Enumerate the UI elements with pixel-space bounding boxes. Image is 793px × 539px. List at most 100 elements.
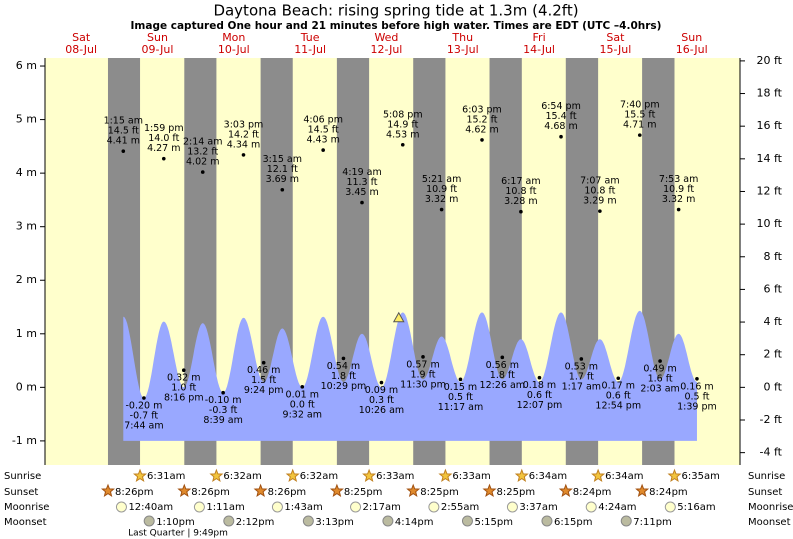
moonrise-icon [271,501,283,513]
y2-tick-label: 4 ft [764,315,783,328]
tide-label: 0.3 ft [369,395,394,406]
tide-label: 1.5 ft [251,375,276,386]
tide-label: 0.01 m [286,389,319,400]
sunset-icon [101,483,115,498]
y2-tick-label: 14 ft [757,152,783,165]
moonset-time: 3:13pm [315,517,354,528]
tide-label: 9:24 pm [244,385,284,396]
tide-label: 8:39 am [203,415,242,426]
tide-label: 0.0 ft [290,399,315,410]
day-name: Fri [533,31,546,44]
tide-point [579,357,584,361]
y2-tick-label: 0 ft [764,380,783,393]
tide-point [181,368,186,373]
tide-label: 4.68 m [544,121,577,132]
day-date: 13-Jul [447,43,479,56]
moonrise-icon [115,501,127,513]
day-date: 08-Jul [65,43,97,56]
row-label: Moonrise [4,502,49,513]
sunset-icon [329,483,344,498]
y2-tick-label: 12 ft [757,184,783,197]
tide-label: 3.45 m [345,187,378,198]
tide-label: 8:16 pm [164,393,204,404]
tide-label: 0.6 ft [606,391,631,402]
moonrise-icon [428,501,440,513]
tide-label: 7:53 am [659,174,698,185]
sunrise-icon [285,468,300,483]
tide-label: 4.62 m [465,124,498,135]
y2-tick-label: -2 ft [760,413,783,426]
moonrise-time: 1:11am [206,502,244,513]
sunset-time: 8:24pm [649,487,688,498]
y-tick-label: 6 m [16,59,37,72]
moonrise-time: 1:43am [284,502,322,513]
moonrise-icon [664,501,676,513]
tide-label: -0.20 m [125,401,162,412]
tide-label: 1:15 am [104,116,143,127]
y2-tick-label: 8 ft [764,250,783,263]
tide-label: 10:29 pm [321,381,367,392]
tide-label: 10.8 ft [505,186,536,197]
sunrise-time: 6:32am [223,471,261,482]
tide-label: 12:54 pm [595,401,641,412]
tide-label: 12:07 pm [517,400,563,411]
sunrise-icon [132,468,147,483]
day-date: 10-Jul [218,43,250,56]
tide-point [480,138,484,142]
tide-label: 13.2 ft [187,147,218,158]
tide-label: 11:17 am [438,402,483,413]
sunrise-icon [514,468,529,483]
now-marker [392,311,405,323]
day-date: 15-Jul [599,43,631,56]
y-tick-label: 0 m [16,380,37,393]
tide-label: 3:15 am [263,154,302,165]
moonrise-time: 3:37am [519,502,557,513]
chart-title: Daytona Beach: rising spring tide at 1.3… [213,2,578,20]
moonset-time: 4:14pm [395,517,434,528]
tide-label: 1.8 ft [331,371,356,382]
y-tick-label: -1 m [12,434,37,447]
row-label: Moonrise [748,502,793,513]
tide-label: 4.43 m [306,135,339,146]
sunset-icon [406,483,421,498]
moonrise-time: 5:16am [677,502,715,513]
sunrise-time: 6:33am [376,471,414,482]
tide-point [559,134,563,139]
moonset-time: 1:10pm [156,517,195,528]
sunset-icon [558,483,573,498]
tide-label: 5:08 pm [383,109,423,120]
sunrise-icon [209,468,224,483]
sunrise-icon [362,468,377,483]
y-tick-label: 2 m [16,273,37,286]
moon-phase: Last Quarter | 9:49pm [128,529,228,539]
tide-label: 7:40 pm [620,100,660,111]
day-date: 14-Jul [523,43,555,56]
tide-label: 2:03 am [640,384,679,395]
tide-point [658,359,662,363]
tide-point [500,355,505,360]
sunrise-time: 6:34am [529,471,567,482]
y-tick-label: 1 m [16,327,37,340]
tide-point [241,153,246,157]
y2-tick-label: 18 ft [757,87,783,100]
tide-label: 0.46 m [247,365,280,376]
day-date: 12-Jul [371,43,403,56]
sunrise-icon [591,468,606,483]
row-label: Moonset [748,517,791,528]
tide-label: 3.32 m [662,194,695,205]
tide-point [598,209,602,213]
moonrise-icon [506,501,518,513]
tide-label: 3.69 m [266,174,299,185]
tide-label: 4.53 m [386,129,419,140]
moonset-icon [382,515,394,527]
y-tick-label: 4 m [16,166,37,179]
tide-label: 15.5 ft [624,110,655,121]
day-date: 09-Jul [142,43,174,56]
sunset-icon [177,483,192,498]
day-name: Sun [147,31,168,44]
tide-label: 10.8 ft [584,186,615,197]
y2-tick-label: 10 ft [757,217,783,230]
moonset-icon [223,515,235,527]
tide-label: 4.27 m [147,143,180,154]
moonrise-icon [350,501,362,513]
